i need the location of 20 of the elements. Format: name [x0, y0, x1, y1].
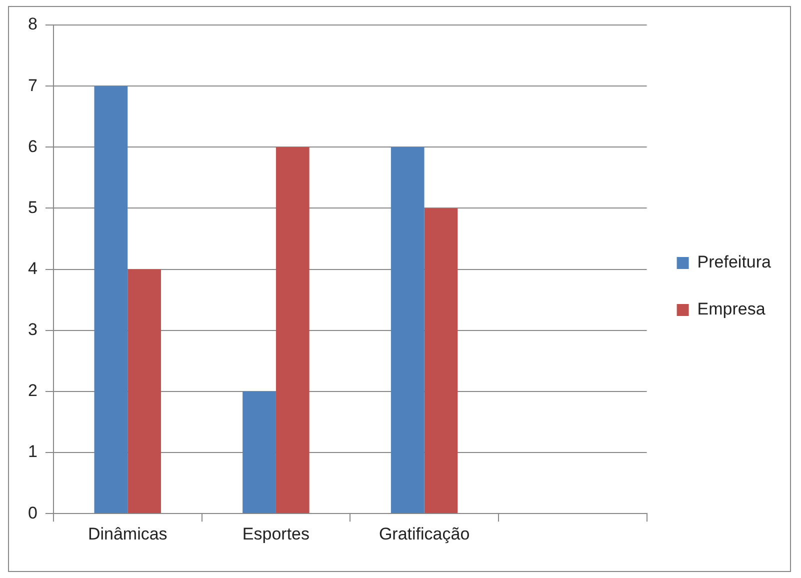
- x-tick-label: Gratificação: [378, 524, 470, 544]
- bar: [390, 147, 424, 514]
- bar: [242, 391, 276, 514]
- legend-label: Prefeitura: [697, 252, 772, 272]
- y-tick-label: 6: [28, 136, 38, 156]
- x-tick-label: Esportes: [242, 524, 310, 544]
- y-tick-label: 1: [28, 442, 38, 462]
- y-tick-label: 4: [28, 258, 38, 278]
- x-tick-label: Dinâmicas: [88, 524, 168, 544]
- bar: [424, 208, 458, 514]
- y-tick-label: 3: [28, 320, 38, 340]
- bar: [276, 147, 310, 514]
- y-tick-label: 2: [28, 381, 38, 400]
- y-tick-label: 0: [28, 503, 38, 522]
- bar: [128, 269, 161, 514]
- y-tick-label: 5: [28, 198, 38, 217]
- legend-label: Empresa: [697, 300, 766, 319]
- y-tick-label: 7: [28, 76, 38, 95]
- y-tick-label: 8: [28, 14, 38, 34]
- bar: [94, 86, 128, 514]
